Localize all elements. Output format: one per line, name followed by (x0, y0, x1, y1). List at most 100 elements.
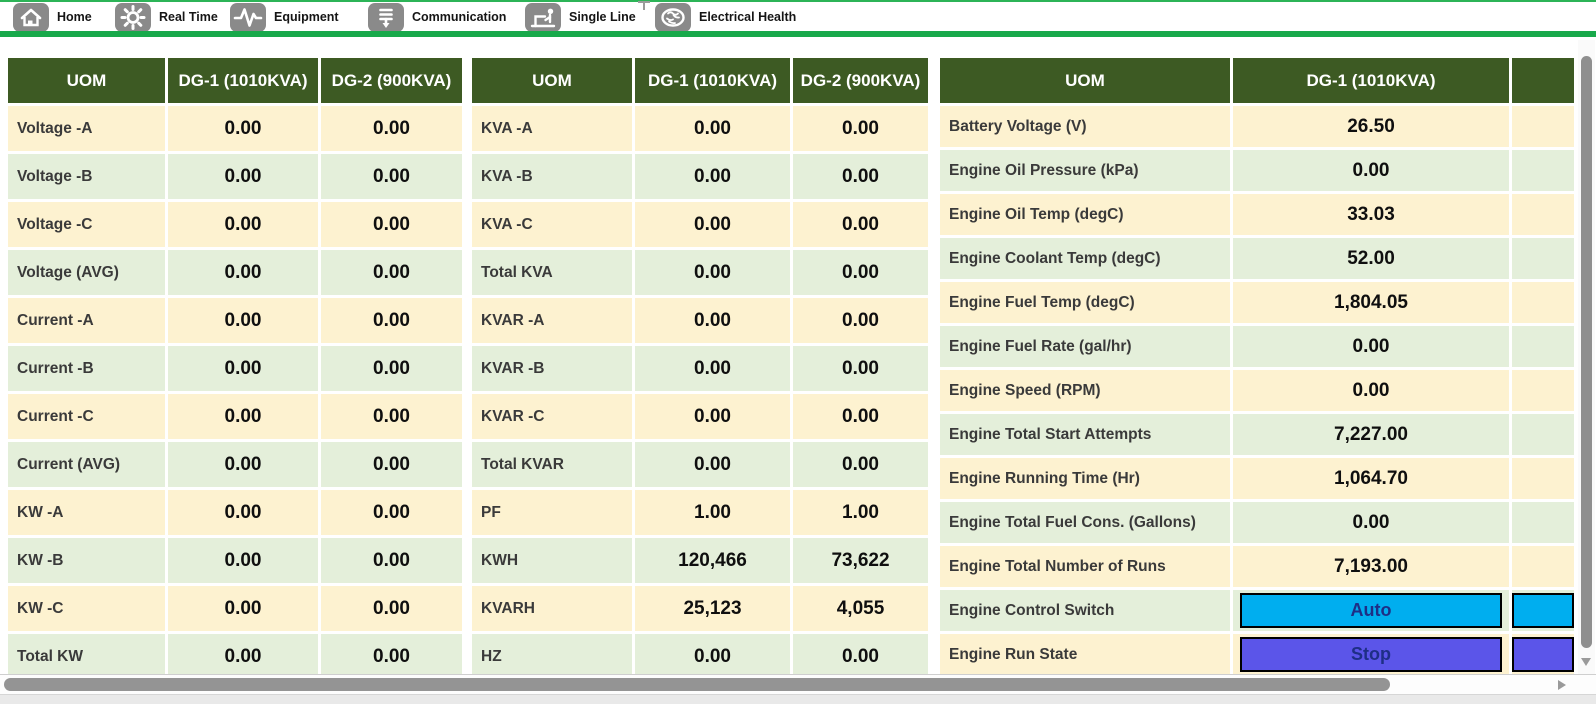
cell-value: 0.00 (321, 586, 462, 631)
row-label: KW -A (8, 490, 165, 535)
column-header: DG-1 (1010KVA) (635, 58, 790, 103)
column-header: UOM (8, 58, 165, 103)
toolbar-item-communication[interactable]: Communication (368, 2, 506, 32)
cell-value: 0.00 (793, 106, 928, 151)
cell-value: 0.00 (168, 442, 318, 487)
partial-cell (1512, 106, 1574, 147)
row-label: Total KW (8, 634, 165, 679)
row-label: KW -B (8, 538, 165, 583)
cell-value: 0.00 (1233, 150, 1509, 191)
partial-cell (1512, 458, 1574, 499)
cell-value: 0.00 (793, 346, 928, 391)
partial-cell (1512, 370, 1574, 411)
cell-value: 1,804.05 (1233, 282, 1509, 323)
engine-run-state-button[interactable]: Stop (1239, 636, 1503, 673)
row-label: Total KVAR (472, 442, 632, 487)
vertical-scrollbar-thumb[interactable] (1581, 56, 1592, 648)
cell-value: 0.00 (168, 538, 318, 583)
toolbar-item-home[interactable]: Home (13, 2, 92, 32)
partial-cell (1512, 326, 1574, 367)
table-electrical-measurements: UOM DG-1 (1010KVA) DG-2 (900KVA) Voltage -A… (8, 58, 462, 679)
vertical-scrollbar[interactable] (1578, 40, 1595, 674)
cell-value: 0.00 (793, 298, 928, 343)
column-header: DG-1 (1010KVA) (1233, 58, 1509, 103)
cell-value: 0.00 (321, 298, 462, 343)
row-label: KVAR -C (472, 394, 632, 439)
gear-icon (115, 2, 151, 32)
row-label: Voltage -C (8, 202, 165, 247)
cell-value: 1.00 (793, 490, 928, 535)
horizontal-scrollbar-thumb[interactable] (4, 678, 1390, 691)
row-label: Engine Control Switch (940, 590, 1230, 631)
row-label: Current (AVG) (8, 442, 165, 487)
row-label: KVAR -B (472, 346, 632, 391)
partial-cell (1512, 634, 1574, 675)
cell-value: 0.00 (321, 202, 462, 247)
cell-value: 120,466 (635, 538, 790, 583)
cell-value: 0.00 (321, 346, 462, 391)
cell-value: 0.00 (635, 106, 790, 151)
cell-value: 0.00 (793, 442, 928, 487)
row-label: Engine Total Start Attempts (940, 414, 1230, 455)
cell-value: 0.00 (321, 442, 462, 487)
cell-value: 0.00 (635, 154, 790, 199)
top-green-line (0, 0, 1596, 2)
toolbar-item-equipment[interactable]: Equipment (230, 2, 339, 32)
column-header: DG-2 (900KVA) (793, 58, 928, 103)
row-label: KVARH (472, 586, 632, 631)
cell-value: 0.00 (1233, 502, 1509, 543)
engine-run-state-button-partial[interactable] (1512, 637, 1574, 673)
row-label: KW -C (8, 586, 165, 631)
row-label: Engine Speed (RPM) (940, 370, 1230, 411)
brain-icon (655, 2, 691, 32)
cell-value: 0.00 (635, 202, 790, 247)
row-label: Engine Fuel Rate (gal/hr) (940, 326, 1230, 367)
cell-value: 0.00 (635, 298, 790, 343)
cell-value: 73,622 (793, 538, 928, 583)
toolbar-item-electrical-health[interactable]: Electrical Health (655, 2, 796, 32)
partial-cell (1512, 194, 1574, 235)
cell-value: 0.00 (168, 394, 318, 439)
cell-value: 0.00 (793, 154, 928, 199)
scroll-right-arrow-icon[interactable] (1558, 680, 1566, 690)
cell-value: 0.00 (168, 250, 318, 295)
toolbar-item-equipment-label: Equipment (274, 10, 339, 24)
cell-value: 0.00 (321, 634, 462, 679)
cell-value: 1.00 (635, 490, 790, 535)
row-label: Engine Run State (940, 634, 1230, 675)
row-label: KVA -B (472, 154, 632, 199)
toolbar-item-home-label: Home (57, 10, 92, 24)
row-label: HZ (472, 634, 632, 679)
cell-value: 0.00 (168, 346, 318, 391)
row-label: Engine Total Fuel Cons. (Gallons) (940, 502, 1230, 543)
engine-control-switch-button-partial[interactable] (1512, 593, 1574, 629)
toolbar-item-real-time[interactable]: Real Time (115, 2, 218, 32)
cell-value: 0.00 (168, 154, 318, 199)
cell-value: 0.00 (168, 586, 318, 631)
cell-value: 33.03 (1233, 194, 1509, 235)
column-header: UOM (940, 58, 1230, 103)
engine-control-switch-button[interactable]: Auto (1239, 592, 1503, 629)
partial-cell (1512, 282, 1574, 323)
cell-value: 0.00 (793, 202, 928, 247)
row-label: Engine Oil Pressure (kPa) (940, 150, 1230, 191)
toolbar-item-single-line[interactable]: Single Line (525, 2, 636, 32)
row-label: Engine Coolant Temp (degC) (940, 238, 1230, 279)
cell-value: 0.00 (168, 490, 318, 535)
cell-value: 52.00 (1233, 238, 1509, 279)
table-engine-parameters: UOM DG-1 (1010KVA) Battery Voltage (V) 26.5… (940, 58, 1574, 675)
partial-cell (1512, 238, 1574, 279)
row-label: Voltage -A (8, 106, 165, 151)
cfl-bulb-icon (368, 2, 404, 32)
row-label: Engine Running Time (Hr) (940, 458, 1230, 499)
toolbar-item-real-time-label: Real Time (159, 10, 218, 24)
horizontal-scrollbar[interactable] (0, 674, 1596, 695)
cell-value: 0.00 (793, 634, 928, 679)
cell-value: 0.00 (635, 250, 790, 295)
cell-value: 1,064.70 (1233, 458, 1509, 499)
cell-value: Auto (1233, 590, 1509, 631)
toolbar-item-single-line-label: Single Line (569, 10, 636, 24)
row-label: Engine Total Number of Runs (940, 546, 1230, 587)
window-bottom-strip (0, 694, 1596, 704)
scroll-down-arrow-icon[interactable] (1581, 658, 1591, 666)
